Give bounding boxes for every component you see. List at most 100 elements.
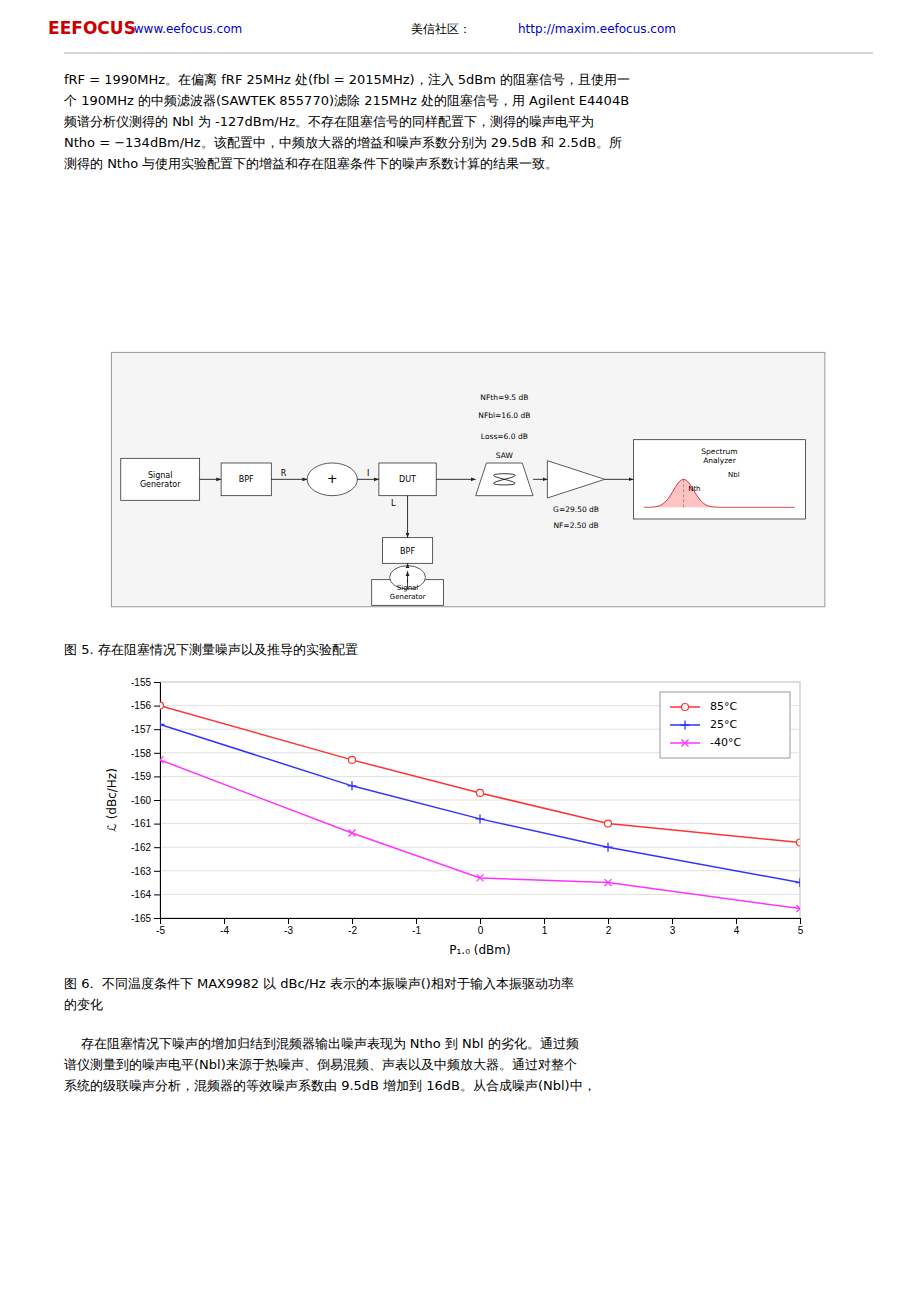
tick-mark: [154, 729, 160, 730]
text-line: L: [391, 498, 396, 507]
tick: -155: [131, 677, 160, 688]
series-line: [160, 760, 800, 909]
diagram-label: L: [391, 498, 396, 507]
text-line: BPF: [400, 546, 415, 555]
figure6-chart: -5-4-3-2-1012345-165-164-163-162-161-160…: [105, 677, 805, 957]
diagram-box: [379, 463, 436, 496]
series: [160, 756, 800, 912]
tick-label: 1: [542, 925, 548, 936]
text-line: 系统的级联噪声分析，混频器的等效噪声系数由 9.5dB 增加到 16dB。从合成…: [64, 1078, 596, 1093]
text-line: 存在阻塞情况下噪声的增加归结到混频器输出噪声表现为 Ntho 到 Nbl 的劣化…: [64, 1036, 579, 1051]
header-text: http://maxim.eefocus.com: [518, 22, 676, 36]
marker: [477, 789, 484, 796]
marker: [605, 820, 612, 827]
diagram-box: [121, 458, 200, 500]
tick: -1: [412, 918, 421, 936]
tick-mark: [154, 918, 160, 919]
diagram-circle: [307, 463, 357, 496]
text-line: 频谱分析仪测得的 Nbl 为 -127dBm/Hz。不存在阻塞信号的同样配置下，…: [64, 114, 594, 129]
tick: -161: [131, 818, 160, 829]
legend-item: 25°C: [670, 718, 737, 731]
text-line: BPF: [239, 475, 254, 484]
tick-label: 0: [478, 925, 484, 936]
diagram-label: R: [281, 469, 287, 478]
grid-line: [160, 776, 800, 777]
tick-label: 5: [798, 925, 804, 936]
tick-mark: [288, 918, 289, 924]
tick-label: -1: [412, 925, 421, 936]
diagram-box: [221, 463, 271, 496]
marker: [797, 839, 801, 846]
text-line: DUT: [399, 475, 416, 484]
tick-mark: [672, 918, 673, 924]
tick-label: -160: [131, 795, 151, 806]
diagram-arrow: [436, 479, 475, 480]
y-axis-title: ℒ (dBc/Hz): [105, 768, 119, 832]
text-line: +: [327, 471, 338, 486]
spectrum-fill: [644, 479, 795, 507]
tick: -160: [131, 795, 160, 806]
tick-label: -164: [131, 889, 151, 900]
text-line: NFbl=16.0 dB: [478, 411, 530, 420]
tick-label: -3: [284, 925, 293, 936]
legend-box: [660, 692, 790, 758]
tick-label: -4: [220, 925, 229, 936]
marker: [797, 905, 801, 912]
diagram-label: Nth: [688, 485, 700, 493]
tick-mark: [224, 918, 225, 924]
tick-label: -2: [348, 925, 357, 936]
header: EEFOCUSwww.eefocus.com美信社区：http://maxim.…: [48, 18, 873, 53]
chart-title: 图 6. 不同温度条件下 MAX9982 以 dBc/Hz 表示的本振噪声()相…: [64, 976, 574, 1012]
legend-label: 25°C: [710, 718, 737, 731]
tick-mark: [154, 800, 160, 801]
text-line: Nth: [688, 485, 700, 493]
x-axis: -5-4-3-2-1012345: [156, 918, 804, 936]
grid: [160, 682, 800, 918]
body-paragraph: 存在阻塞情况下噪声的增加归结到混频器输出噪声表现为 Ntho 到 Nbl 的劣化…: [64, 1036, 596, 1093]
tick-label: -159: [131, 771, 151, 782]
diagram-arrow: [357, 479, 379, 480]
tick: -2: [348, 918, 357, 936]
tick-label: -158: [131, 748, 151, 759]
plot-background: [160, 682, 800, 918]
diagram-label: G=29.50 dB: [553, 505, 599, 514]
tick-label: -157: [131, 724, 151, 735]
tick-label: 2: [606, 925, 612, 936]
tick-label: 3: [670, 925, 676, 936]
legend: 85°C25°C-40°C: [660, 692, 790, 758]
tick: -157: [131, 724, 160, 735]
tick-mark: [154, 847, 160, 848]
marker: [348, 781, 357, 790]
diagram-arrow: [533, 479, 547, 480]
marker: [681, 721, 690, 730]
header-text: 美信社区：: [411, 22, 471, 36]
text-line: 个 190MHz 的中频滤波器(SAWTEK 855770)滤除 215MHz …: [64, 93, 629, 108]
diagram-label: +: [327, 471, 338, 486]
tick-mark: [154, 871, 160, 872]
tick-mark: [352, 918, 353, 924]
grid-line: [160, 894, 800, 895]
diagram-arrow: [407, 496, 408, 538]
grid-line: [160, 800, 800, 801]
page: EEFOCUSwww.eefocus.com美信社区：http://maxim.…: [0, 0, 919, 1302]
tick-mark: [154, 894, 160, 895]
tick: 1: [542, 918, 548, 936]
text-line: Loss=6.0 dB: [481, 432, 528, 441]
text-line: NFth=9.5 dB: [480, 393, 528, 402]
saw-squiggle: [494, 474, 515, 485]
tick-label: -165: [131, 913, 151, 924]
tick: -162: [131, 842, 160, 853]
marker: [160, 720, 165, 729]
header-text: EEFOCUS: [48, 18, 136, 38]
axis-line: [161, 919, 801, 925]
header-separator: [64, 53, 873, 54]
tick-mark: [154, 682, 160, 683]
tick: 2: [606, 918, 612, 936]
diagram-label: I: [367, 469, 369, 478]
axis-line: [154, 683, 161, 919]
text-line: Ntho = −134dBm/Hz。该配置中，中频放大器的增益和噪声系数分别为 …: [64, 135, 622, 150]
text-line: Generator: [390, 593, 426, 601]
text-line: Analyzer: [703, 456, 737, 465]
tick: -165: [131, 913, 160, 924]
diagram-arrow: [271, 479, 307, 480]
